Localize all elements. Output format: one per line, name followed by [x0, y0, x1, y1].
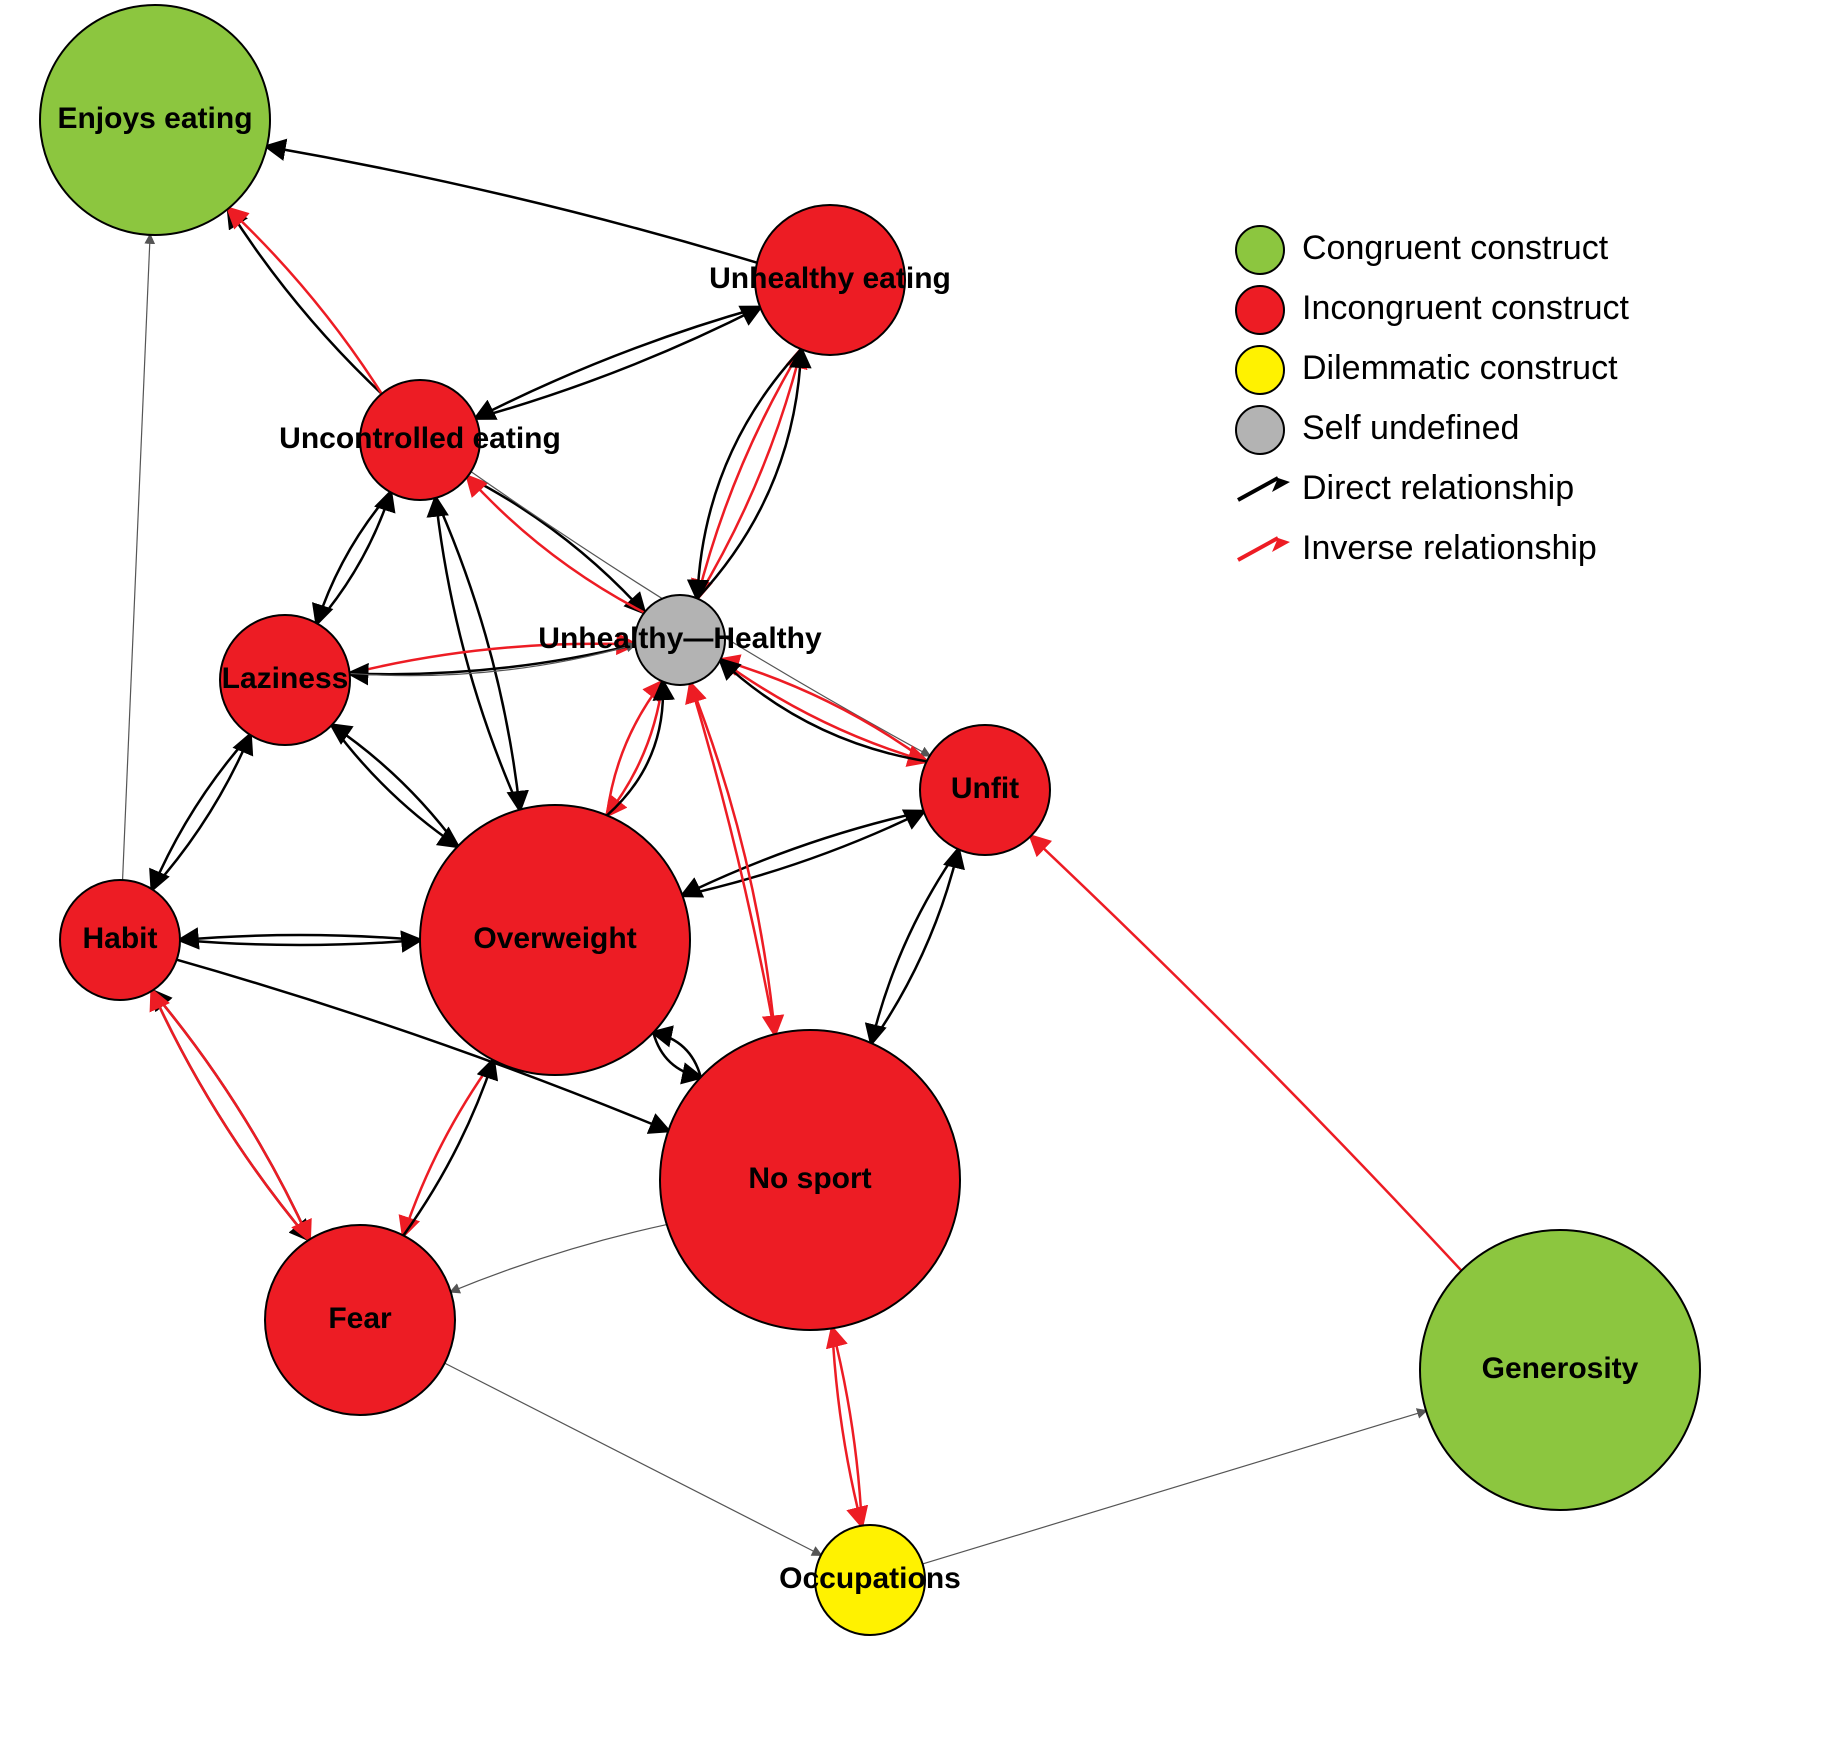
- edge-over-laziness: [332, 725, 458, 846]
- legend-item-3: Self undefined: [1236, 406, 1519, 454]
- legend-label: Congruent construct: [1302, 229, 1609, 267]
- legend-label: Direct relationship: [1302, 469, 1574, 507]
- edge-over-habit: [180, 935, 420, 940]
- edge-over-unh_h: [607, 682, 663, 816]
- edge-laziness-over: [332, 725, 458, 846]
- edge-unh_h-unh_eat: [697, 349, 801, 598]
- edge-fear-over: [403, 1060, 493, 1235]
- edge-fear-occ: [445, 1363, 821, 1555]
- node-over: Overweight: [420, 805, 690, 1075]
- edge-over-nosport: [653, 1033, 700, 1078]
- edge-nosport-unfit: [871, 849, 958, 1043]
- legend-label: Dilemmatic construct: [1302, 349, 1618, 387]
- legend-arrow-line: [1238, 538, 1278, 560]
- legend-item-5: Inverse relationship: [1238, 529, 1597, 567]
- network-diagram: Enjoys eatingUnhealthy eatingUncontrolle…: [0, 0, 1821, 1748]
- edge-unh_eat-enjoys: [267, 147, 757, 263]
- edge-uncon-laziness: [317, 492, 391, 623]
- legend-item-4: Direct relationship: [1238, 469, 1574, 507]
- node-nosport: No sport: [660, 1030, 960, 1330]
- edge-unh_h-nosport: [691, 684, 775, 1034]
- edge-habit-fear: [152, 991, 309, 1240]
- edge-unfit-unh_h: [720, 660, 926, 761]
- edge-uncon-unh_eat: [476, 307, 760, 418]
- edge-habit-fear: [152, 991, 309, 1240]
- edge-laziness-uncon: [317, 492, 391, 623]
- edge-gen-unfit: [1031, 836, 1462, 1270]
- legend-label: Inverse relationship: [1302, 529, 1597, 567]
- legend-item-0: Congruent construct: [1236, 226, 1609, 274]
- edge-nosport-over: [653, 1033, 700, 1078]
- legend-swatch-circle: [1236, 226, 1284, 274]
- edge-unh_h-uncon: [468, 477, 645, 613]
- node-occ: Occupations: [779, 1525, 961, 1635]
- legend-swatch-circle: [1236, 286, 1284, 334]
- edge-over-unfit: [682, 811, 923, 895]
- edge-fear-habit: [152, 991, 309, 1240]
- edge-unh_h-unh_eat: [697, 349, 801, 598]
- legend-item-1: Incongruent construct: [1236, 286, 1630, 334]
- edge-unh_eat-unh_h: [697, 349, 801, 598]
- node-laziness: Laziness: [220, 615, 350, 745]
- legend-label: Incongruent construct: [1302, 289, 1630, 327]
- edge-uncon-enjoys: [228, 209, 381, 394]
- edge-nosport-occ: [832, 1328, 862, 1525]
- edge-habit-enjoys: [123, 235, 151, 880]
- node-enjoys: Enjoys eating: [40, 5, 270, 235]
- edge-occ-gen: [923, 1411, 1426, 1564]
- edge-habit-over: [180, 940, 420, 945]
- edge-occ-nosport: [832, 1328, 862, 1525]
- edge-unfit-over: [682, 811, 923, 895]
- legend-item-2: Dilemmatic construct: [1236, 346, 1618, 394]
- edge-fear-habit: [152, 991, 309, 1240]
- edge-unh_eat-unh_h: [697, 349, 801, 598]
- edge-nosport-unh_h: [691, 684, 775, 1034]
- node-unh_h: Unhealthy—Healthy: [538, 595, 822, 685]
- edge-uncon-unh_h: [468, 477, 645, 613]
- edge-over-fear: [403, 1060, 493, 1235]
- legend: Congruent construct Incongruent construct…: [1236, 226, 1630, 567]
- edge-unh_eat-uncon: [476, 307, 760, 418]
- legend-label: Self undefined: [1302, 409, 1519, 447]
- edge-laziness-habit: [152, 735, 250, 889]
- node-gen: Generosity: [1420, 1230, 1700, 1510]
- legend-swatch-circle: [1236, 346, 1284, 394]
- edge-nosport-fear: [451, 1225, 667, 1292]
- node-unh_eat: Unhealthy eating: [709, 205, 951, 355]
- node-unfit: Unfit: [920, 725, 1050, 855]
- edge-unh_h-unfit: [720, 660, 926, 761]
- node-fear: Fear: [265, 1225, 455, 1415]
- edge-habit-laziness: [152, 735, 250, 889]
- edge-unfit-nosport: [871, 849, 958, 1043]
- node-habit: Habit: [60, 880, 180, 1000]
- edge-unfit-unh_h: [720, 660, 926, 761]
- legend-swatch-circle: [1236, 406, 1284, 454]
- legend-arrow-line: [1238, 478, 1278, 500]
- edge-uncon-enjoys: [228, 209, 381, 394]
